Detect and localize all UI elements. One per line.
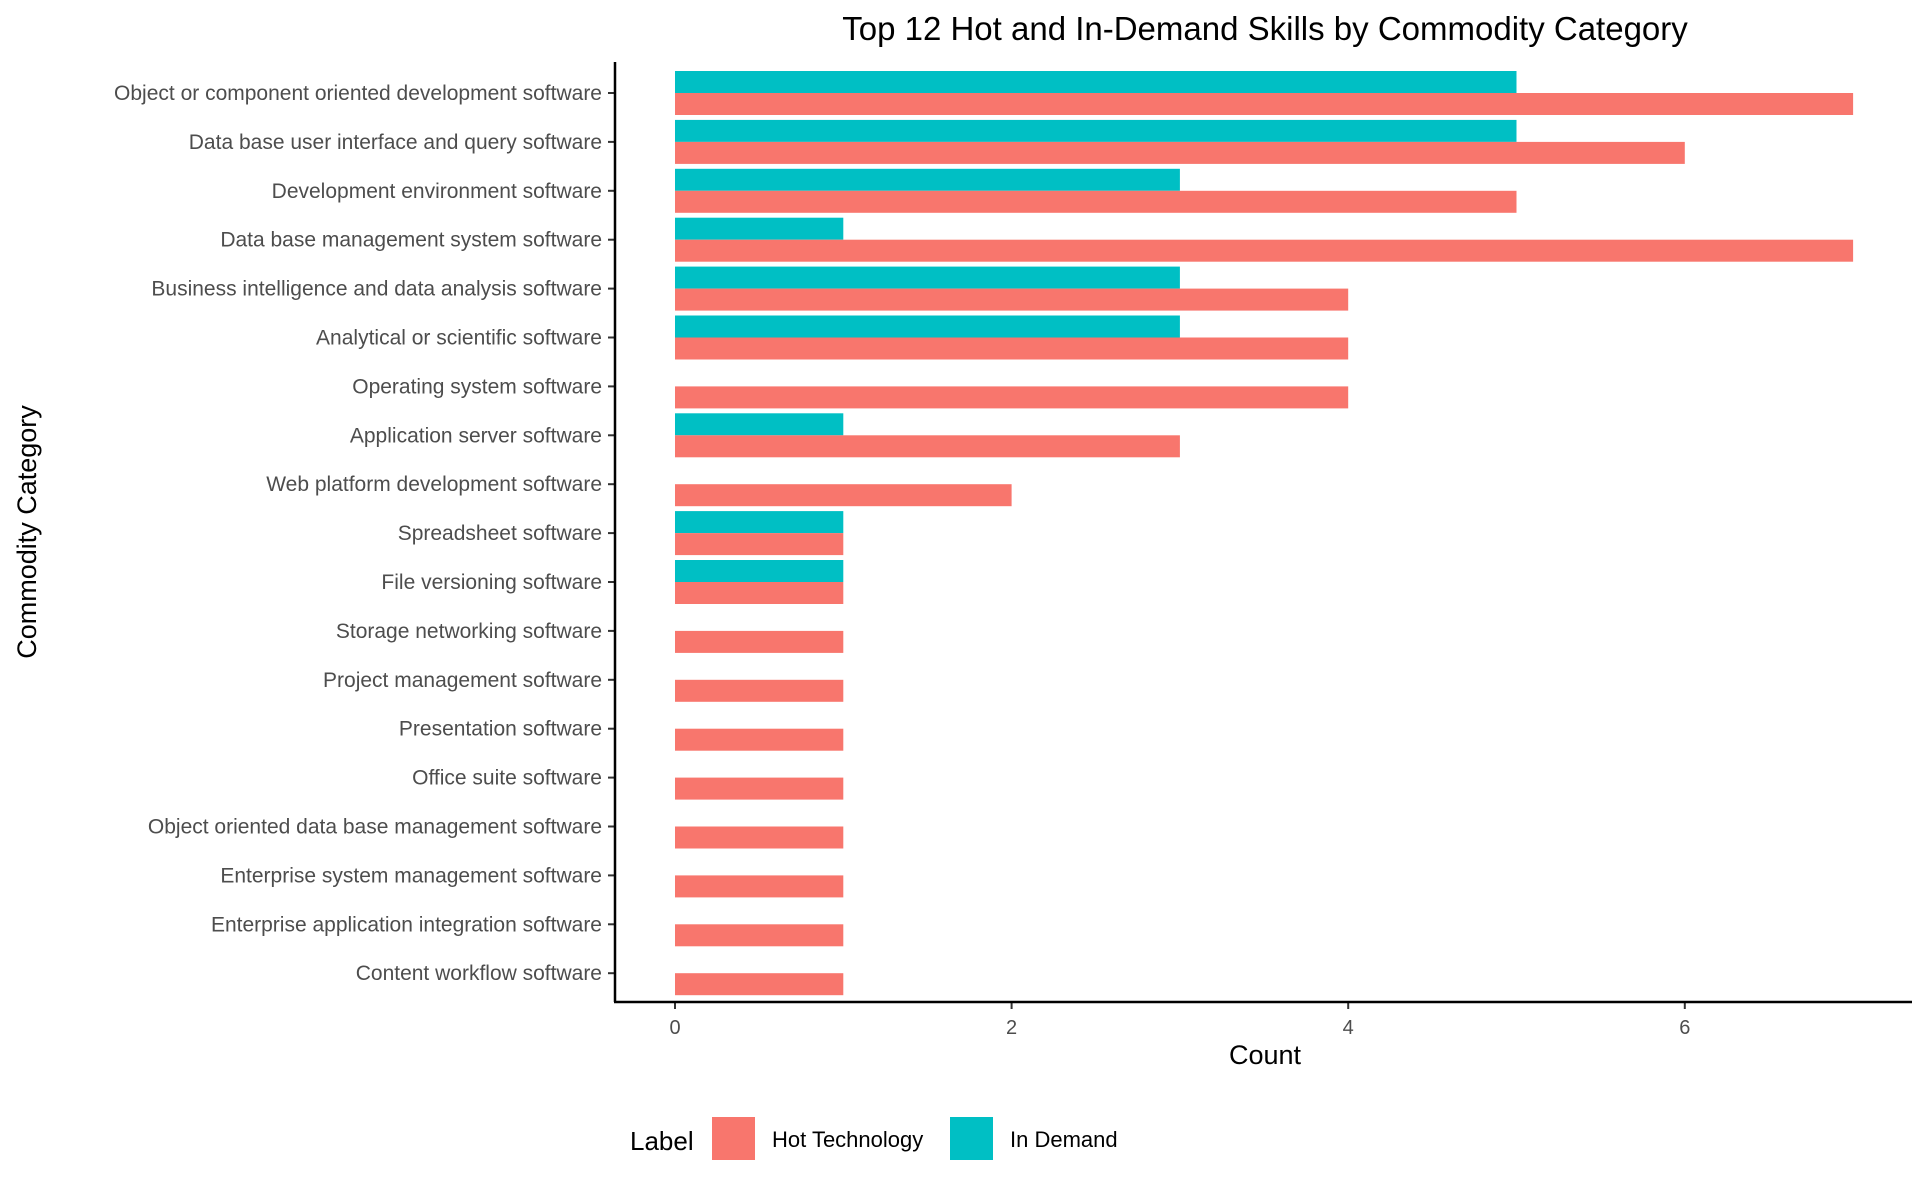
y-tick-label: Project management software — [323, 669, 602, 692]
y-tick-label: Enterprise application integration softw… — [211, 913, 602, 936]
bar-in-demand — [675, 168, 1180, 191]
x-axis-ticks: 0 2 4 6 — [669, 1002, 1690, 1039]
chart-title: Top 12 Hot and In-Demand Skills by Commo… — [842, 10, 1688, 47]
y-tick-label: File versioning software — [381, 571, 602, 594]
x-tick-label: 6 — [1679, 1017, 1690, 1039]
bar-in-demand — [675, 217, 844, 240]
y-tick-label: Application server software — [350, 424, 602, 447]
legend-key — [712, 1117, 755, 1160]
bar-hot-technology — [675, 875, 844, 898]
bar-in-demand — [675, 266, 1180, 289]
bar-hot-technology — [675, 777, 844, 800]
y-tick-label: Storage networking software — [336, 620, 602, 643]
y-tick-label: Spreadsheet software — [398, 522, 602, 545]
legend-items: Hot Technology In Demand — [712, 1117, 1118, 1160]
y-axis-labels: Object or component oriented development… — [114, 82, 615, 985]
bar-hot-technology — [675, 582, 844, 604]
legend-label: In Demand — [1010, 1127, 1118, 1152]
bar-hot-technology — [675, 630, 844, 653]
bar-hot-technology — [675, 826, 844, 849]
bar-hot-technology — [675, 386, 1349, 409]
bar-hot-technology — [675, 435, 1180, 458]
bar-hot-technology — [675, 484, 1012, 507]
y-tick-label: Development environment software — [272, 180, 602, 203]
y-tick-label: Enterprise system management software — [220, 864, 602, 887]
bar-hot-technology — [675, 93, 1854, 115]
y-tick-label: Operating system software — [352, 375, 602, 398]
y-tick-label: Analytical or scientific software — [316, 327, 602, 350]
bar-hot-technology — [675, 973, 844, 996]
x-tick-label: 0 — [669, 1017, 680, 1039]
legend: Label Hot Technology In Demand — [630, 1117, 1118, 1160]
bar-in-demand — [675, 315, 1180, 338]
bar-hot-technology — [675, 533, 844, 556]
x-tick-label: 4 — [1343, 1017, 1354, 1039]
x-axis-title: Count — [1229, 1040, 1302, 1070]
bar-in-demand — [675, 119, 1517, 142]
y-tick-label: Object oriented data base management sof… — [148, 816, 602, 839]
bar-in-demand — [675, 71, 1517, 93]
legend-key — [950, 1117, 993, 1160]
legend-label: Hot Technology — [772, 1127, 923, 1152]
bar-hot-technology — [675, 288, 1349, 311]
legend-title: Label — [630, 1126, 694, 1156]
y-tick-label: Presentation software — [399, 718, 602, 741]
y-tick-label: Data base management system software — [220, 229, 602, 252]
y-tick-label: Web platform development software — [266, 473, 602, 496]
bar-in-demand — [675, 511, 844, 534]
bar-in-demand — [675, 413, 844, 436]
bar-hot-technology — [675, 728, 844, 751]
bar-hot-technology — [675, 679, 844, 702]
bars-group — [675, 71, 1854, 996]
bar-hot-technology — [675, 924, 844, 947]
bar-hot-technology — [675, 190, 1517, 213]
bar-hot-technology — [675, 337, 1349, 360]
y-tick-label: Office suite software — [412, 767, 602, 790]
y-tick-label: Object or component oriented development… — [114, 82, 602, 105]
bar-in-demand — [675, 560, 844, 582]
y-tick-label: Business intelligence and data analysis … — [151, 278, 602, 301]
y-tick-label: Content workflow software — [356, 962, 602, 985]
bar-hot-technology — [675, 141, 1685, 164]
y-tick-label: Data base user interface and query softw… — [189, 131, 602, 154]
y-axis-title: Commodity Category — [12, 405, 42, 659]
bar-hot-technology — [675, 239, 1854, 262]
x-tick-label: 2 — [1006, 1017, 1017, 1039]
